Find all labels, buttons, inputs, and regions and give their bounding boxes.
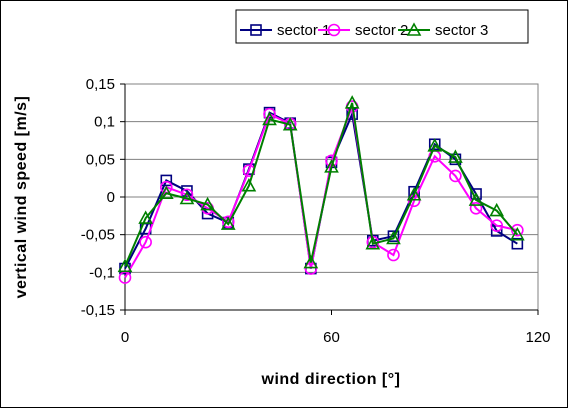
- data-point: [241, 178, 257, 192]
- y-axis-ticks: -0,15 -0,1 -0,05 0 0,05 0,1 0,15: [81, 76, 126, 319]
- data-point: [139, 235, 152, 249]
- y-tick-label: 0: [107, 189, 115, 206]
- y-tick-label: 0,15: [86, 76, 115, 93]
- data-point: [510, 226, 525, 241]
- data-point: [117, 258, 133, 273]
- data-point: [449, 169, 462, 183]
- legend-item-3: sector 3: [398, 22, 488, 39]
- legend-item-2: sector 2: [318, 22, 408, 39]
- series-2: [118, 100, 524, 284]
- y-axis-label: vertical wind speed [m/s]: [13, 96, 30, 299]
- data-point: [304, 262, 318, 275]
- data-point: [344, 95, 360, 109]
- series-3: [117, 95, 525, 273]
- legend: sector 1 sector 2 sector 3: [235, 9, 529, 44]
- data-point: [387, 248, 400, 262]
- data-point: [282, 117, 298, 131]
- legend-marker: [250, 24, 262, 36]
- x-axis-label: wind direction [°]: [261, 371, 401, 388]
- series-1: [119, 106, 524, 275]
- data-point: [469, 202, 483, 215]
- legend-box: [235, 9, 529, 44]
- series-layer: [117, 95, 525, 284]
- legend-label: sector 2: [355, 22, 408, 39]
- data-point: [448, 149, 463, 163]
- data-point: [200, 196, 215, 211]
- legend-marker: [406, 22, 422, 36]
- y-tick-label: -0,1: [89, 264, 115, 281]
- data-point: [138, 210, 153, 224]
- legend-label: sector 3: [435, 22, 488, 39]
- data-point: [468, 192, 484, 206]
- data-point: [303, 254, 319, 269]
- y-tick-label: -0,15: [81, 302, 115, 319]
- data-point: [490, 219, 504, 232]
- y-tick-label: -0,05: [81, 227, 115, 244]
- data-point: [511, 237, 524, 250]
- data-point: [158, 185, 174, 200]
- series-line: [124, 102, 518, 279]
- x-axis-ticks: 0 60 120: [121, 309, 551, 346]
- data-point: [489, 202, 505, 217]
- data-point: [427, 138, 443, 152]
- data-point: [160, 174, 173, 187]
- data-point: [262, 111, 277, 126]
- x-tick-label: 60: [323, 329, 340, 346]
- legend-marker: [327, 23, 341, 37]
- data-point: [179, 190, 195, 205]
- data-point: [324, 159, 339, 173]
- series-line: [124, 102, 519, 267]
- data-point: [511, 223, 524, 237]
- legend-label: sector 1: [277, 22, 330, 39]
- legend-item-1: sector 1: [240, 22, 330, 39]
- y-tick-label: 0,05: [86, 151, 115, 168]
- grid-lines: [125, 83, 538, 311]
- data-point: [220, 216, 236, 230]
- data-point: [406, 187, 422, 201]
- y-tick-label: 0,1: [94, 114, 115, 131]
- x-tick-label: 0: [121, 329, 129, 346]
- data-point: [365, 236, 381, 250]
- x-tick-label: 120: [525, 329, 550, 346]
- data-point: [180, 188, 194, 202]
- data-point: [221, 215, 235, 229]
- data-point: [386, 230, 401, 245]
